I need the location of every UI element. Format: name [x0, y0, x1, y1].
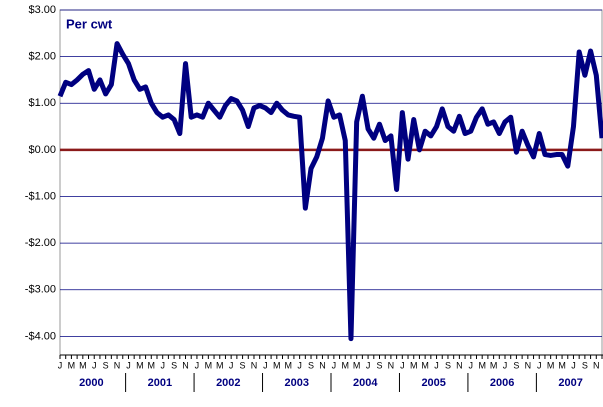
y-tick-label: $0.00 — [28, 144, 56, 156]
year-label: 2003 — [285, 377, 309, 389]
x-tick-label: M — [68, 360, 76, 370]
x-tick-label: J — [229, 360, 234, 370]
x-tick-label: J — [126, 360, 131, 370]
x-tick-label: M — [558, 360, 566, 370]
x-tick-label: S — [308, 360, 314, 370]
x-tick-label: J — [263, 360, 268, 370]
year-label: 2007 — [558, 377, 582, 389]
year-label: 2000 — [79, 377, 103, 389]
x-tick-label: N — [251, 360, 258, 370]
x-tick-label: M — [547, 360, 555, 370]
x-tick-label: J — [332, 360, 337, 370]
y-tick-label: $1.00 — [28, 97, 56, 109]
x-tick-label: S — [376, 360, 382, 370]
chart-title: Per cwt — [66, 16, 113, 31]
plot-area — [59, 9, 603, 356]
year-label: 2002 — [216, 377, 240, 389]
y-tick-label: -$4.00 — [25, 330, 56, 342]
x-tick-label: N — [114, 360, 121, 370]
x-tick-label: J — [400, 360, 405, 370]
x-tick-label: N — [182, 360, 189, 370]
x-tick-label: M — [273, 360, 281, 370]
x-tick-label: J — [366, 360, 371, 370]
x-tick-label: S — [513, 360, 519, 370]
x-tick-label: S — [445, 360, 451, 370]
x-tick-label: S — [582, 360, 588, 370]
x-tick-label: S — [240, 360, 246, 370]
x-tick-label: M — [478, 360, 486, 370]
x-tick-label: M — [79, 360, 87, 370]
x-tick-label: N — [388, 360, 395, 370]
x-tick-label: M — [421, 360, 429, 370]
x-tick-label: J — [160, 360, 165, 370]
x-tick-label: M — [205, 360, 213, 370]
x-tick-label: M — [284, 360, 292, 370]
y-tick-label: -$3.00 — [25, 284, 56, 296]
year-label: 2001 — [148, 377, 172, 389]
x-tick-label: N — [593, 360, 600, 370]
x-tick-label: J — [571, 360, 576, 370]
x-tick-label: M — [342, 360, 350, 370]
x-tick-label: N — [456, 360, 463, 370]
x-tick-label: M — [136, 360, 144, 370]
x-tick-label: S — [103, 360, 109, 370]
x-tick-label: J — [469, 360, 474, 370]
x-tick-label: J — [58, 360, 63, 370]
x-tick-label: M — [216, 360, 224, 370]
x-tick-label: J — [195, 360, 200, 370]
y-tick-label: $3.00 — [28, 4, 56, 16]
x-tick-label: J — [434, 360, 439, 370]
y-tick-label: -$1.00 — [25, 190, 56, 202]
x-tick-label: N — [525, 360, 532, 370]
x-tick-label: S — [171, 360, 177, 370]
x-tick-label: J — [537, 360, 542, 370]
x-tick-label: M — [353, 360, 361, 370]
y-tick-label: $2.00 — [28, 51, 56, 63]
x-tick-label: M — [490, 360, 498, 370]
x-tick-label: J — [503, 360, 508, 370]
year-label: 2005 — [421, 377, 445, 389]
year-label: 2006 — [490, 377, 514, 389]
x-tick-label: N — [319, 360, 326, 370]
year-label: 2004 — [353, 377, 378, 389]
x-tick-label: M — [410, 360, 418, 370]
x-tick-label: J — [92, 360, 97, 370]
x-tick-label: M — [148, 360, 156, 370]
y-tick-label: -$2.00 — [25, 237, 56, 249]
data-line — [57, 41, 603, 342]
x-tick-label: J — [297, 360, 302, 370]
